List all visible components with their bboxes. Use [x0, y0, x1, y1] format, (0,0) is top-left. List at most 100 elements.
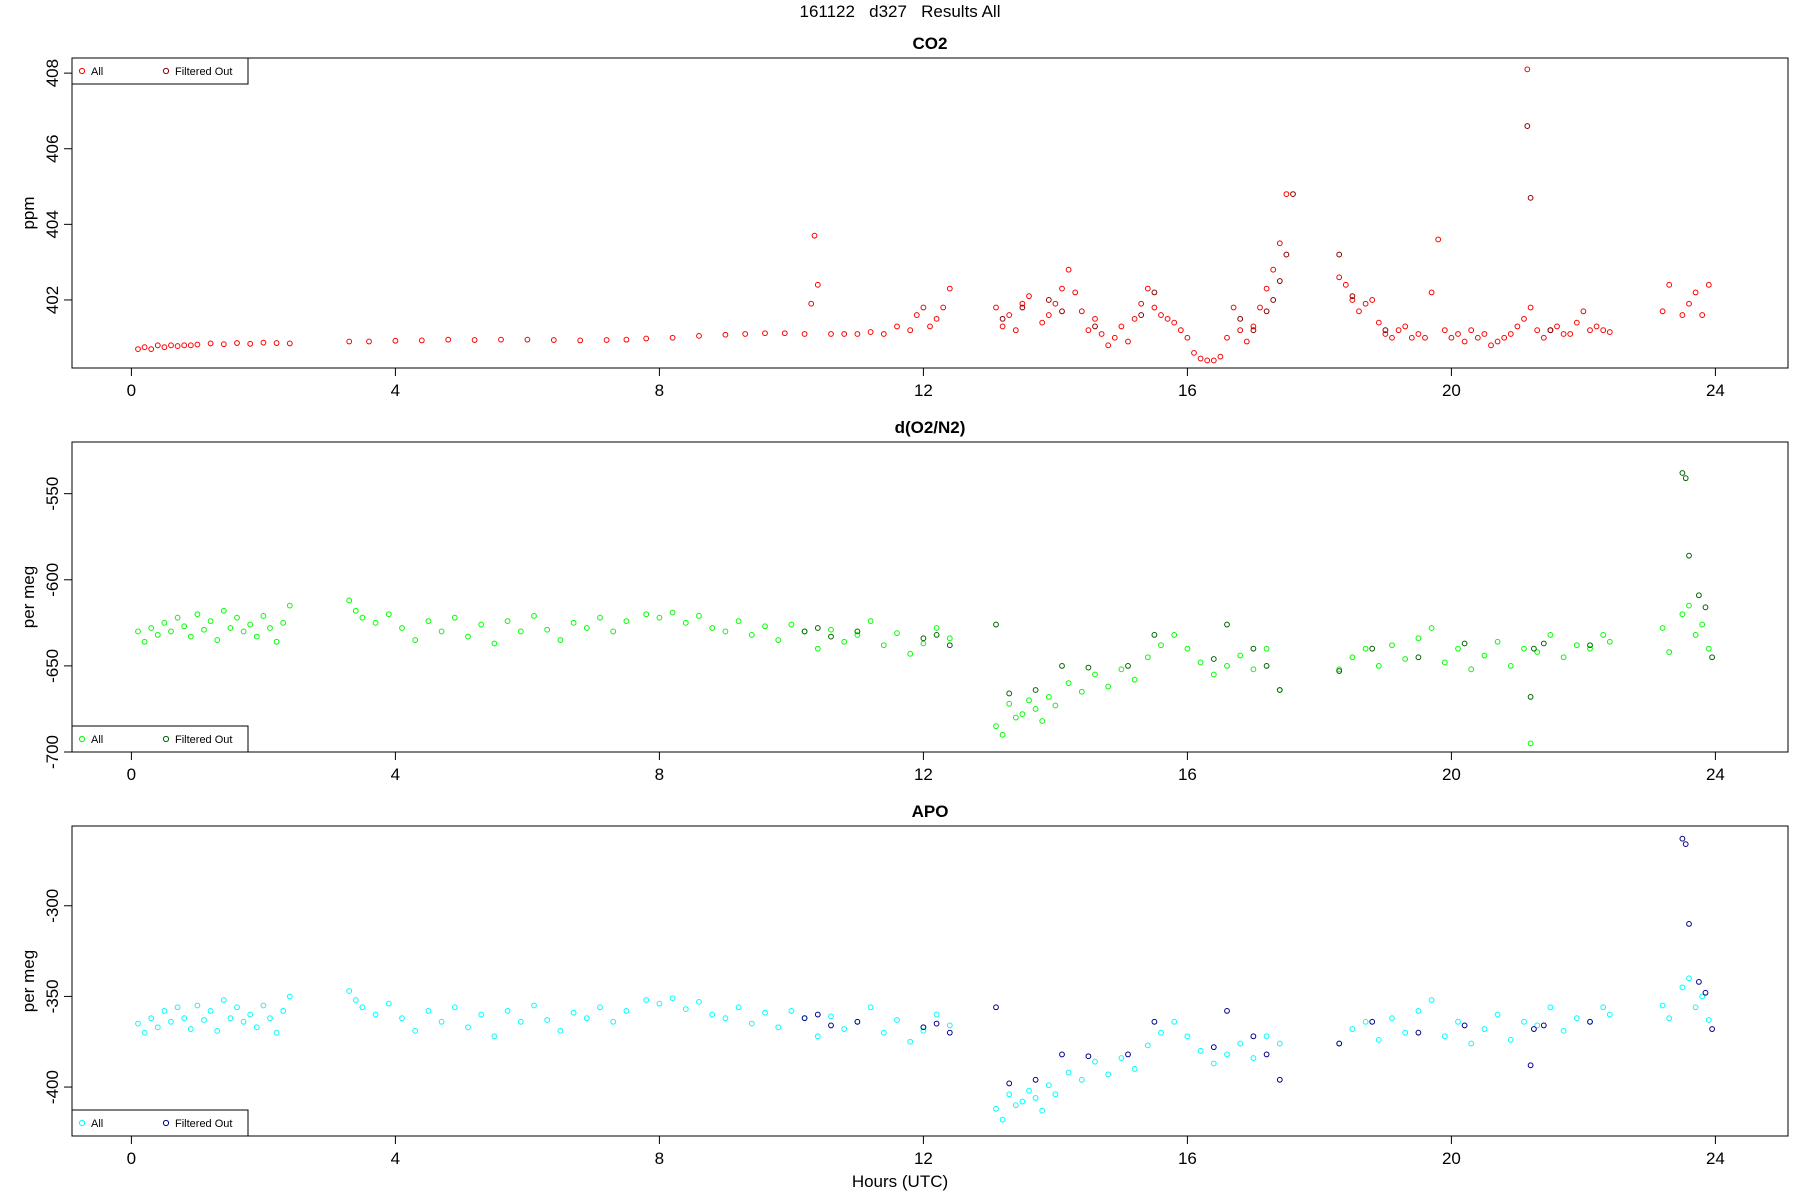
- data-point-all: [1171, 1018, 1178, 1025]
- data-point-all: [1389, 1015, 1395, 1022]
- data-point-all: [1455, 331, 1461, 337]
- data-point-all: [1032, 1095, 1039, 1101]
- data-point-filtered: [1369, 1018, 1376, 1025]
- data-point-all: [1580, 308, 1587, 315]
- data-point-all: [1039, 1107, 1046, 1114]
- data-point-all: [1078, 1076, 1085, 1083]
- data-point-all: [181, 1015, 188, 1022]
- data-point-filtered: [1349, 293, 1356, 300]
- data-point-all: [227, 625, 234, 631]
- data-point-all: [1131, 676, 1138, 683]
- data-point-all: [603, 337, 610, 343]
- y-tick-label: 408: [43, 59, 62, 87]
- data-point-all: [907, 1038, 914, 1045]
- y-axis-label: per meg: [19, 950, 38, 1012]
- data-point-all: [234, 1004, 240, 1011]
- data-point-filtered: [1276, 278, 1283, 284]
- data-point-filtered: [1059, 308, 1065, 315]
- data-point-filtered: [1679, 470, 1686, 476]
- data-point-all: [1362, 300, 1369, 307]
- data-point-all: [1686, 975, 1692, 982]
- data-point-filtered: [993, 1004, 999, 1011]
- data-point-all: [1659, 1002, 1666, 1009]
- data-point-all: [1606, 329, 1613, 335]
- data-point-all: [811, 232, 818, 239]
- data-point-all: [1065, 1069, 1072, 1076]
- data-point-all: [531, 613, 537, 619]
- data-point-all: [207, 1008, 214, 1014]
- y-tick-label: -600: [43, 563, 62, 597]
- data-point-filtered: [1250, 327, 1257, 334]
- data-point-all: [933, 315, 940, 322]
- data-point-filtered: [1237, 315, 1244, 322]
- data-point-all: [1659, 308, 1666, 315]
- data-point-all: [366, 338, 372, 345]
- data-point-all: [1052, 1091, 1059, 1098]
- data-point-all: [1402, 656, 1409, 662]
- data-point-filtered: [1336, 251, 1343, 258]
- data-point-all: [1197, 659, 1204, 666]
- data-point-all: [1534, 1022, 1541, 1029]
- data-point-all: [253, 1024, 260, 1031]
- data-point-filtered: [1415, 654, 1422, 661]
- data-point-all: [207, 618, 214, 625]
- data-point-all: [709, 625, 716, 631]
- data-point-all: [359, 614, 366, 621]
- data-point-all: [907, 650, 914, 657]
- data-point-filtered: [1686, 552, 1692, 559]
- data-point-all: [781, 330, 788, 337]
- data-point-all: [1468, 666, 1475, 673]
- data-point-all: [1045, 1082, 1052, 1089]
- data-point-filtered: [1336, 1040, 1343, 1047]
- data-point-filtered: [1524, 123, 1531, 129]
- legend-label: Filtered Out: [175, 734, 232, 746]
- x-tick-label: 20: [1442, 381, 1461, 400]
- legend-box: [71, 1109, 249, 1137]
- plot-frame: [71, 441, 1789, 753]
- data-point-filtered: [1682, 841, 1689, 848]
- data-point-all: [1507, 331, 1514, 337]
- data-point-all: [260, 339, 267, 346]
- data-point-all: [735, 1004, 742, 1011]
- data-point-all: [1019, 711, 1026, 718]
- data-point-all: [1415, 635, 1422, 642]
- panel-title: d(O2/N2): [895, 418, 966, 437]
- data-point-all: [187, 633, 194, 640]
- legend-marker-filtered: [162, 735, 170, 743]
- legend-marker-filtered: [162, 1119, 170, 1127]
- y-tick-label: -650: [43, 649, 62, 683]
- data-point-all: [1699, 312, 1706, 318]
- data-point-all: [880, 1029, 887, 1036]
- data-point-all: [1158, 642, 1164, 649]
- data-point-all: [597, 1004, 603, 1011]
- data-point-all: [372, 619, 379, 626]
- data-point-all: [1507, 662, 1514, 669]
- data-point-all: [220, 997, 227, 1003]
- data-point-all: [623, 1008, 630, 1014]
- data-point-all: [1679, 611, 1686, 618]
- data-point-all: [696, 332, 702, 339]
- data-point-all: [623, 618, 630, 625]
- data-point-all: [669, 995, 676, 1002]
- data-point-all: [933, 1011, 940, 1018]
- data-point-all: [240, 1018, 247, 1025]
- data-point-all: [346, 988, 353, 994]
- data-point-all: [1078, 308, 1085, 315]
- data-point-all: [498, 336, 504, 343]
- data-point-all: [1224, 334, 1230, 341]
- data-point-all: [1402, 1029, 1409, 1036]
- data-point-all: [1686, 602, 1692, 609]
- data-point-all: [1415, 1008, 1422, 1014]
- data-point-all: [742, 331, 749, 337]
- data-point-all: [1692, 631, 1699, 638]
- data-point-all: [1362, 645, 1369, 652]
- data-point-all: [1111, 334, 1118, 341]
- data-point-filtered: [1250, 645, 1257, 652]
- legend-label: Filtered Out: [175, 1118, 232, 1130]
- data-point-all: [161, 344, 168, 351]
- data-point-all: [524, 336, 531, 343]
- data-point-filtered: [1210, 656, 1217, 662]
- data-point-all: [722, 1015, 729, 1022]
- data-point-filtered: [993, 621, 999, 628]
- data-point-all: [1118, 1055, 1125, 1061]
